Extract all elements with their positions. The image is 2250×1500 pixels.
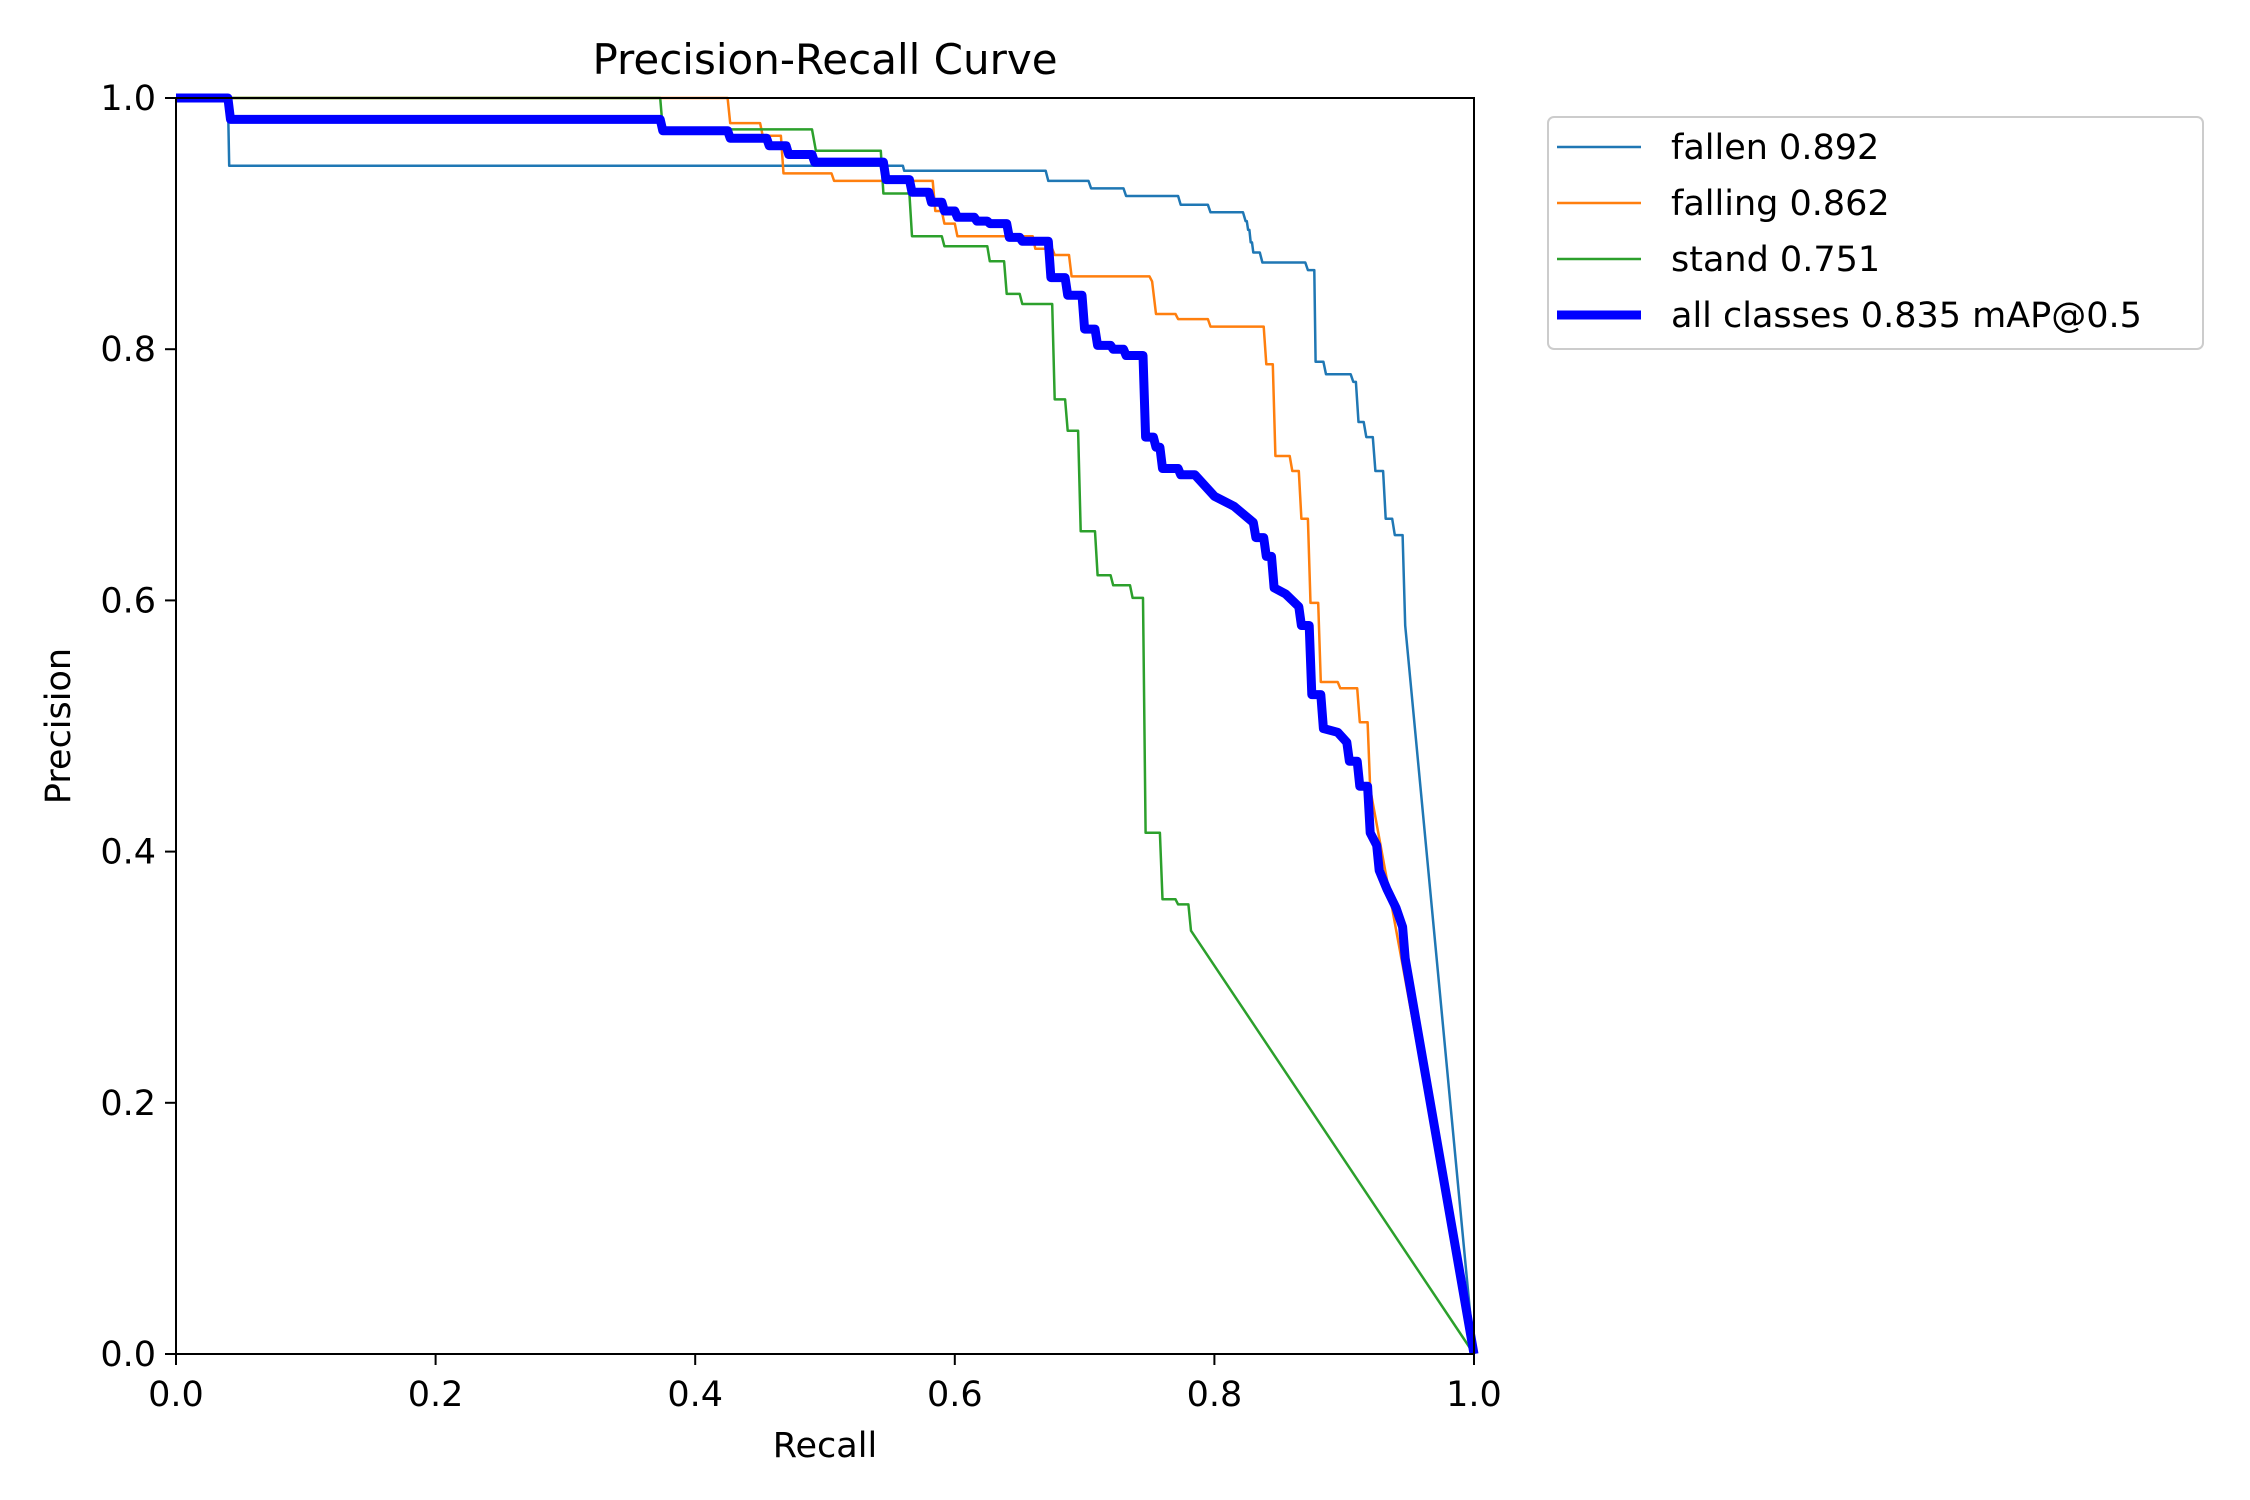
legend-label-3: all classes 0.835 mAP@0.5 (1671, 296, 2142, 336)
y-tick-label-3: 0.6 (100, 581, 156, 621)
y-tick-label-1: 0.2 (100, 1084, 156, 1124)
x-tick-label-1: 0.2 (408, 1375, 464, 1415)
x-axis-label: Recall (773, 1426, 877, 1466)
y-tick-label-4: 0.8 (100, 330, 156, 370)
y-tick-label-2: 0.4 (100, 833, 156, 873)
chart-title: Precision-Recall Curve (592, 35, 1057, 84)
legend-label-2: stand 0.751 (1671, 240, 1880, 280)
x-tick-label-2: 0.4 (667, 1375, 723, 1415)
series-line-1 (176, 96, 1476, 1355)
y-tick-label-0: 0.0 (100, 1335, 156, 1375)
plot-frame (175, 97, 1475, 1355)
x-tick-label-3: 0.6 (927, 1375, 983, 1415)
y-axis-label: Precision (39, 648, 79, 804)
legend-label-1: falling 0.862 (1671, 184, 1890, 224)
ticks-layer: 0.0 0.2 0.4 0.6 0.8 1.0 0.0 0.2 0.4 0.6 0.8 1.0 (100, 79, 1502, 1415)
x-tick-label-5: 1.0 (1446, 1375, 1502, 1415)
series-line-3 (176, 93, 1479, 1355)
legend-label-0: fallen 0.892 (1671, 128, 1879, 168)
legend-box (1547, 116, 2204, 350)
x-tick-label-4: 0.8 (1187, 1375, 1243, 1415)
series-line-0 (176, 96, 1476, 1355)
x-tick-label-0: 0.0 (148, 1375, 204, 1415)
legend: fallen 0.892 falling 0.862 stand 0.751 all … (1547, 116, 2204, 350)
series-layer (176, 93, 1479, 1355)
y-tick-label-5: 1.0 (100, 79, 156, 119)
series-line-2 (176, 96, 1476, 1355)
